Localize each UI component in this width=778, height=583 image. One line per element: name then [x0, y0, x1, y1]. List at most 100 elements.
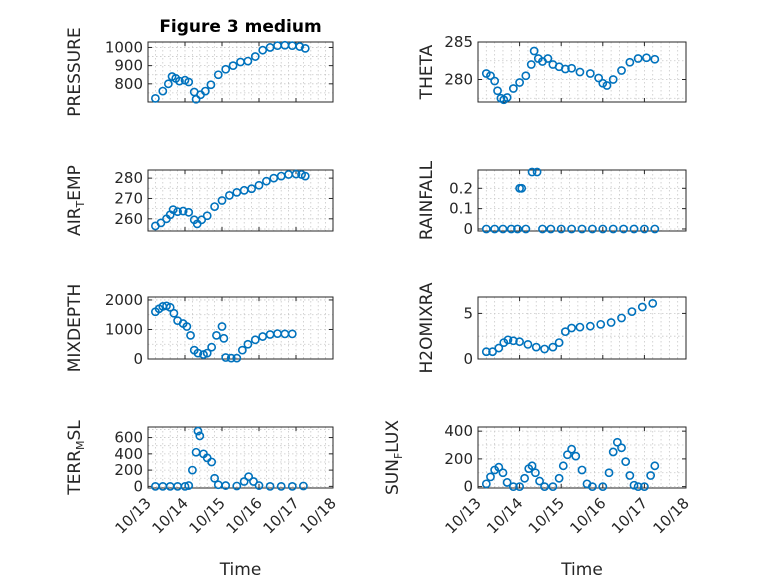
- data-point: [602, 81, 612, 90]
- data-point: [250, 335, 260, 345]
- data-point: [556, 224, 566, 234]
- data-point: [481, 224, 491, 234]
- data-point: [287, 481, 297, 491]
- data-point: [531, 342, 541, 352]
- x-tick-label: 10/15: [186, 494, 229, 537]
- data-point: [560, 327, 570, 337]
- data-point: [210, 202, 219, 211]
- data-point: [178, 206, 188, 216]
- data-point: [612, 437, 622, 447]
- axes-frame: [477, 169, 687, 232]
- data-point: [517, 183, 527, 193]
- data-point: [508, 336, 518, 346]
- data-point: [520, 473, 529, 483]
- x-tick-label: 10/17: [608, 494, 651, 537]
- data-point: [200, 86, 210, 96]
- panel-air-temp: 260 270 280 AIRTEMP: [65, 165, 334, 236]
- x-tick-label: 10/17: [260, 494, 303, 537]
- data-point: [567, 63, 576, 73]
- data-point: [232, 353, 242, 363]
- data-point: [193, 348, 203, 358]
- data-point: [156, 218, 166, 228]
- data-point: [604, 468, 614, 478]
- data-point: [298, 481, 308, 491]
- data-point: [207, 457, 217, 467]
- data-point: [608, 224, 618, 234]
- data-point: [508, 482, 518, 492]
- x-tick-label: 10/16: [223, 494, 266, 537]
- data-point: [650, 54, 660, 64]
- y-axis-label: MIXDEPTH: [65, 284, 85, 373]
- data-point: [202, 211, 212, 221]
- data-point: [617, 443, 626, 453]
- data-point: [486, 472, 495, 482]
- data-point: [535, 476, 544, 486]
- axes-frame: [147, 41, 334, 103]
- y-axis-label: TERRMSL: [65, 420, 87, 496]
- data-point: [184, 207, 194, 217]
- data-point: [243, 56, 253, 66]
- data-point: [502, 478, 512, 487]
- data-point: [567, 444, 576, 454]
- data-point: [186, 330, 195, 340]
- data-point: [158, 86, 168, 96]
- data-point: [540, 344, 549, 354]
- data-point: [206, 80, 216, 90]
- panel-h2omixra: 0 5 H2OMIXRA: [417, 282, 687, 374]
- data-point: [640, 482, 649, 492]
- data-point: [494, 462, 504, 472]
- data-point: [291, 169, 301, 179]
- data-point: [184, 481, 194, 490]
- x-axis-label: Time: [560, 560, 603, 580]
- data-point: [575, 322, 585, 332]
- data-point: [625, 471, 635, 480]
- data-point: [527, 461, 537, 471]
- axes-frame: [477, 296, 687, 360]
- data-point: [265, 481, 275, 491]
- data-point: [237, 345, 247, 355]
- data-point: [606, 318, 616, 327]
- data-point: [169, 308, 179, 318]
- data-point: [640, 224, 649, 234]
- data-point: [481, 347, 491, 357]
- data-point: [513, 224, 522, 234]
- data-point: [642, 53, 651, 63]
- data-point: [529, 46, 539, 56]
- data-point: [276, 481, 286, 491]
- data-point: [221, 353, 231, 362]
- x-tick-label: 10/15: [525, 494, 568, 537]
- data-point: [207, 342, 217, 352]
- data-point: [538, 224, 547, 234]
- data-point: [521, 224, 531, 234]
- data-point: [261, 176, 271, 186]
- x-tick-label: 10/18: [650, 494, 693, 537]
- data-point: [650, 224, 660, 234]
- data-point: [650, 461, 660, 471]
- data-point: [239, 477, 249, 486]
- data-point: [508, 84, 518, 93]
- data-point: [184, 77, 194, 87]
- data-point: [521, 71, 531, 81]
- data-point: [249, 477, 258, 486]
- data-point: [180, 481, 190, 491]
- axes-background: [477, 169, 687, 232]
- data-point: [226, 353, 236, 363]
- data-point: [619, 224, 628, 234]
- data-point: [490, 76, 500, 86]
- data-point: [175, 76, 184, 86]
- panel-mixdepth: 0 1000 2000 MIXDEPTH: [65, 284, 334, 373]
- data-point: [481, 479, 491, 489]
- y-tick-label: 285: [444, 33, 473, 51]
- data-point: [295, 42, 305, 51]
- data-point: [617, 66, 626, 75]
- data-point: [287, 329, 297, 339]
- data-point: [588, 482, 597, 492]
- data-point: [228, 61, 238, 71]
- data-point: [560, 64, 570, 74]
- data-point: [633, 482, 643, 492]
- data-point: [633, 54, 643, 63]
- data-point: [527, 167, 537, 177]
- y-axis-label: SUNFLUX: [383, 420, 405, 495]
